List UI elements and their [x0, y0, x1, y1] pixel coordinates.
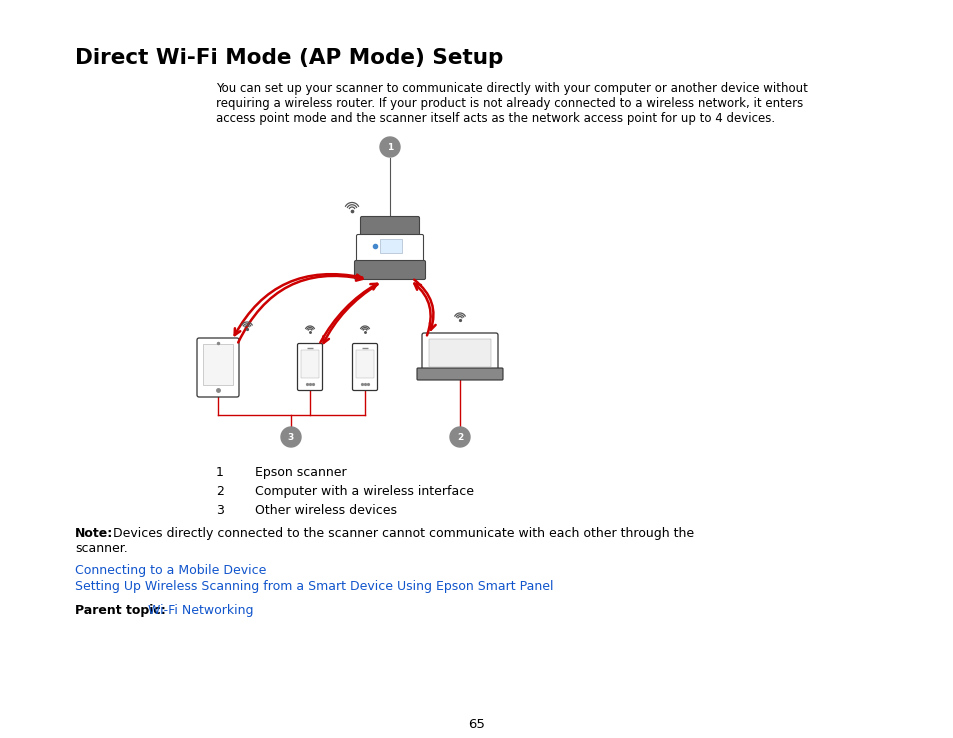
Text: Other wireless devices: Other wireless devices: [254, 504, 396, 517]
Circle shape: [450, 427, 470, 447]
FancyBboxPatch shape: [355, 261, 425, 280]
FancyBboxPatch shape: [297, 343, 322, 390]
FancyArrowPatch shape: [323, 284, 377, 343]
Bar: [203, 344, 233, 385]
FancyBboxPatch shape: [360, 216, 419, 240]
Text: 3: 3: [215, 504, 224, 517]
Text: Parent topic:: Parent topic:: [75, 604, 166, 617]
FancyArrowPatch shape: [414, 283, 430, 335]
Bar: [355, 350, 374, 378]
FancyArrowPatch shape: [320, 283, 376, 342]
FancyArrowPatch shape: [414, 280, 436, 330]
Bar: [301, 350, 318, 378]
Text: Computer with a wireless interface: Computer with a wireless interface: [254, 485, 474, 498]
FancyBboxPatch shape: [421, 333, 497, 373]
Text: Epson scanner: Epson scanner: [254, 466, 346, 479]
Circle shape: [281, 427, 301, 447]
Text: 1: 1: [387, 142, 393, 151]
FancyBboxPatch shape: [356, 235, 423, 266]
Bar: [379, 239, 401, 253]
Bar: [429, 339, 491, 367]
Text: Setting Up Wireless Scanning from a Smart Device Using Epson Smart Panel: Setting Up Wireless Scanning from a Smar…: [75, 580, 553, 593]
Text: Direct Wi-Fi Mode (AP Mode) Setup: Direct Wi-Fi Mode (AP Mode) Setup: [75, 48, 503, 68]
Text: access point mode and the scanner itself acts as the network access point for up: access point mode and the scanner itself…: [215, 112, 774, 125]
Text: 2: 2: [215, 485, 224, 498]
Text: 2: 2: [456, 432, 462, 441]
Text: Devices directly connected to the scanner cannot communicate with each other thr: Devices directly connected to the scanne…: [112, 527, 694, 540]
FancyArrowPatch shape: [238, 275, 362, 342]
Circle shape: [379, 137, 399, 157]
Text: requiring a wireless router. If your product is not already connected to a wirel: requiring a wireless router. If your pro…: [215, 97, 802, 110]
Text: You can set up your scanner to communicate directly with your computer or anothe: You can set up your scanner to communica…: [215, 82, 807, 95]
Text: Note:: Note:: [75, 527, 113, 540]
FancyBboxPatch shape: [196, 338, 239, 397]
Text: 3: 3: [288, 432, 294, 441]
Text: scanner.: scanner.: [75, 542, 128, 555]
FancyBboxPatch shape: [352, 343, 377, 390]
Text: Wi-Fi Networking: Wi-Fi Networking: [148, 604, 253, 617]
FancyArrowPatch shape: [234, 274, 362, 335]
Text: 1: 1: [215, 466, 224, 479]
FancyBboxPatch shape: [416, 368, 502, 380]
Text: 65: 65: [468, 718, 485, 731]
Text: Connecting to a Mobile Device: Connecting to a Mobile Device: [75, 564, 266, 577]
